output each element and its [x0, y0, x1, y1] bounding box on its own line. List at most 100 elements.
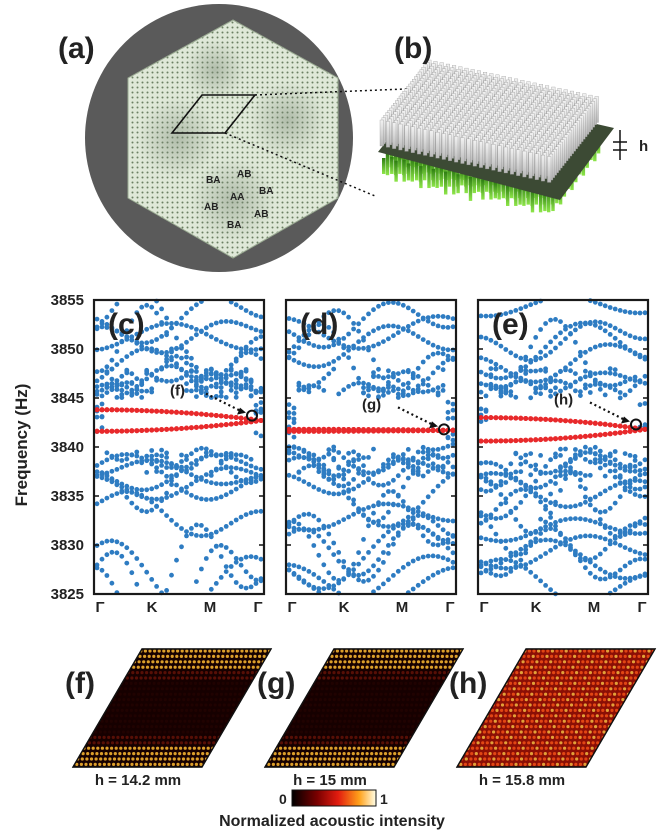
band-point — [169, 363, 174, 369]
band-point — [632, 335, 638, 340]
band-point — [440, 314, 446, 319]
band-point — [483, 560, 489, 566]
band-point — [223, 341, 229, 347]
band-point — [228, 387, 234, 393]
x-tick-label: Γ — [479, 599, 488, 616]
band-point — [415, 389, 421, 395]
band-point — [523, 368, 529, 373]
band-point — [129, 318, 135, 324]
band-point — [134, 459, 140, 465]
band-point — [213, 384, 219, 390]
band-point — [351, 477, 356, 482]
y-tick-label: 3825 — [51, 586, 84, 603]
band-point — [430, 370, 436, 376]
band-point — [493, 531, 499, 537]
band-point — [391, 489, 396, 494]
band-point — [637, 336, 643, 342]
band-point — [253, 313, 259, 318]
band-point — [124, 384, 130, 390]
band-point — [114, 328, 120, 334]
band-point — [543, 366, 548, 372]
band-point — [361, 513, 366, 518]
band-point — [346, 468, 351, 474]
band-point — [632, 492, 638, 497]
band-point — [331, 583, 337, 589]
band-point — [440, 465, 446, 471]
stacking-label: AA — [230, 192, 244, 203]
band-point — [450, 324, 456, 330]
band-point — [391, 573, 396, 578]
band-point — [627, 547, 633, 553]
band-point — [164, 455, 170, 460]
band-point — [356, 483, 361, 489]
band-point — [488, 366, 494, 371]
band-point — [528, 344, 534, 350]
band-point — [233, 358, 239, 364]
band-point — [346, 487, 351, 493]
band-point — [223, 524, 229, 529]
band-point — [622, 576, 628, 581]
band-point — [336, 355, 342, 361]
band-point — [483, 372, 489, 378]
band-point — [321, 363, 327, 369]
band-point — [336, 558, 342, 564]
band-point — [94, 316, 100, 322]
band-point — [291, 416, 297, 422]
flat-band-point — [286, 426, 292, 432]
band-point — [311, 513, 317, 519]
band-point — [321, 466, 327, 472]
panel-label-b: (b) — [394, 32, 432, 65]
band-point — [164, 330, 170, 335]
band-point — [607, 383, 613, 388]
band-point — [184, 339, 189, 345]
band-point — [435, 447, 441, 452]
band-point — [316, 456, 322, 462]
flat-band-point — [144, 427, 150, 433]
band-point — [218, 375, 224, 381]
band-point — [124, 489, 130, 495]
band-point — [563, 517, 568, 522]
band-point — [129, 500, 135, 506]
band-point — [174, 557, 179, 563]
band-point — [445, 454, 451, 460]
band-point — [391, 477, 396, 483]
flat-band-point — [563, 418, 568, 424]
band-point — [311, 364, 317, 370]
band-point — [99, 414, 105, 419]
band-point — [548, 479, 553, 484]
band-point — [420, 445, 426, 451]
stacking-label: AB — [237, 169, 251, 180]
band-point — [203, 331, 209, 337]
band-point — [114, 539, 120, 545]
band-point — [381, 515, 386, 521]
band-point — [376, 538, 381, 544]
band-point — [194, 462, 199, 467]
band-point — [602, 523, 608, 529]
band-point — [592, 457, 598, 462]
pillar-bottom — [543, 193, 547, 212]
band-point — [400, 526, 406, 531]
band-point — [218, 452, 224, 458]
flat-band-point — [139, 408, 145, 414]
marked-point — [438, 423, 450, 436]
flat-band-point — [134, 428, 140, 434]
band-point — [400, 484, 406, 490]
band-point — [587, 447, 593, 452]
band-point — [326, 447, 332, 453]
band-point — [420, 359, 426, 365]
band-point — [316, 380, 322, 385]
band-point — [174, 361, 179, 367]
pillar-bottom — [427, 165, 431, 189]
band-point — [425, 354, 431, 360]
band-point — [578, 477, 583, 483]
band-point — [405, 523, 411, 528]
band-point — [326, 583, 332, 588]
zoom-line-bottom — [224, 132, 376, 197]
pillar-bottom — [447, 166, 452, 187]
band-point — [391, 452, 396, 457]
band-point — [583, 382, 588, 388]
stacking-label: AB — [204, 202, 218, 213]
band-point — [208, 452, 214, 458]
band-point — [184, 349, 189, 355]
band-point — [493, 366, 499, 372]
